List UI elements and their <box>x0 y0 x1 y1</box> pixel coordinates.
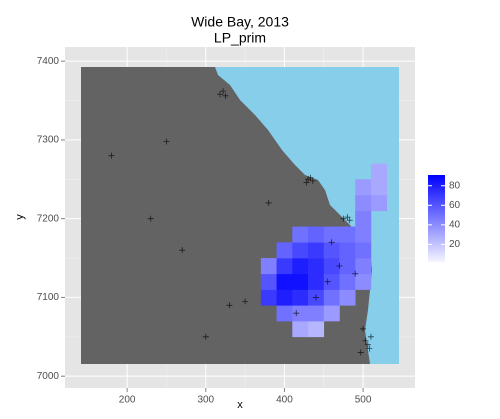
x-tick-label: 500 <box>355 395 372 406</box>
chart-subtitle: LP_prim <box>214 30 266 46</box>
chart-title: Wide Bay, 2013 <box>191 14 289 30</box>
raster-cell <box>355 242 372 259</box>
raster-cell <box>276 273 293 290</box>
raster-cell <box>355 258 372 275</box>
point <box>336 262 343 269</box>
point <box>344 214 351 221</box>
raster-cell <box>308 305 325 322</box>
colorbar-label: 20 <box>449 239 461 250</box>
raster-cell <box>292 273 309 290</box>
raster-cell <box>323 226 340 243</box>
point <box>226 302 233 309</box>
raster-cell <box>260 289 277 306</box>
colorbar-label: 80 <box>449 180 461 191</box>
raster-cell <box>323 273 340 290</box>
raster-cell <box>355 210 372 227</box>
raster-cell <box>370 195 387 212</box>
raster-cell <box>260 258 277 275</box>
raster-cell <box>355 273 372 290</box>
raster-cell <box>308 226 325 243</box>
point <box>362 337 369 344</box>
point <box>222 92 229 99</box>
point <box>366 345 373 352</box>
point <box>340 215 347 222</box>
point <box>307 174 314 181</box>
point <box>367 333 374 340</box>
y-tick-label: 7000 <box>37 371 60 382</box>
point <box>220 88 227 95</box>
point <box>303 179 310 186</box>
raster-cell <box>339 289 356 306</box>
raster-cell <box>276 242 293 259</box>
raster <box>260 163 387 338</box>
raster-cell <box>292 289 309 306</box>
point <box>324 278 331 285</box>
point <box>242 298 249 305</box>
raster-cell <box>260 273 277 290</box>
point <box>360 325 367 332</box>
raster-cell <box>308 258 325 275</box>
point <box>202 333 209 340</box>
point <box>163 138 170 145</box>
x-axis-title: x <box>237 399 243 411</box>
points <box>108 88 374 356</box>
y-axis-title: y <box>14 214 26 220</box>
y-tick-label: 7400 <box>37 56 60 67</box>
raster-cell <box>370 179 387 196</box>
x-tick-label: 200 <box>119 395 136 406</box>
raster-cell <box>292 258 309 275</box>
raster-cell <box>339 226 356 243</box>
x-tick-label: 400 <box>276 395 293 406</box>
point <box>357 349 364 356</box>
raster-cell <box>339 258 356 275</box>
raster-cell <box>323 242 340 259</box>
y-tick-label: 7200 <box>37 213 60 224</box>
raster-cell <box>292 242 309 259</box>
raster-cell <box>323 258 340 275</box>
y-tick-label: 7100 <box>37 292 60 303</box>
point <box>216 91 223 98</box>
raster-cell <box>308 321 325 338</box>
y-tick-label: 7300 <box>37 135 60 146</box>
raster-cell <box>339 273 356 290</box>
point <box>364 341 371 348</box>
raster-cell <box>370 163 387 180</box>
raster-cell <box>355 226 372 243</box>
raster-cell <box>292 226 309 243</box>
point <box>147 215 154 222</box>
x-tick-label: 300 <box>197 395 214 406</box>
point <box>328 239 335 246</box>
raster-cell <box>339 242 356 259</box>
raster-cell <box>292 305 309 322</box>
raster-cell <box>292 321 309 338</box>
raster-cell <box>276 289 293 306</box>
raster-cell <box>323 289 340 306</box>
raster-cell <box>308 242 325 259</box>
raster-cell <box>308 273 325 290</box>
point <box>312 294 319 301</box>
raster-cell <box>276 305 293 322</box>
colorbar <box>428 175 445 262</box>
colorbar-label: 60 <box>449 200 461 211</box>
raster-cell <box>355 195 372 212</box>
raster-cell <box>355 179 372 196</box>
point <box>352 270 359 277</box>
raster-cell <box>323 305 340 322</box>
colorbar-label: 40 <box>449 219 461 230</box>
point <box>309 177 316 184</box>
point <box>265 199 272 206</box>
raster-cell <box>276 258 293 275</box>
point <box>346 217 353 224</box>
point <box>179 247 186 254</box>
point <box>293 310 300 317</box>
point <box>108 152 115 159</box>
